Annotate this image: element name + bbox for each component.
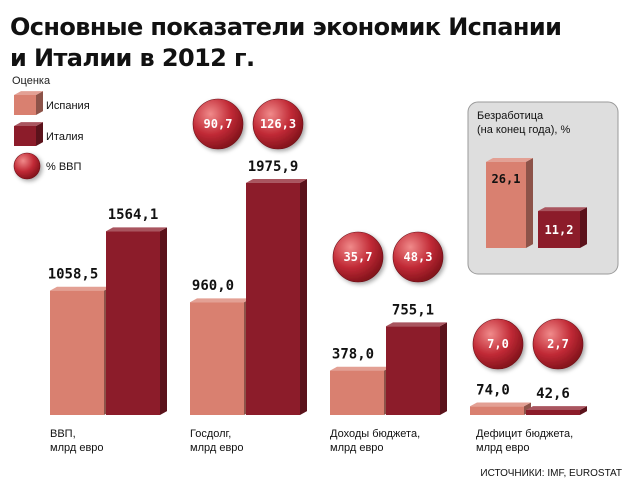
category-label-debt-2: млрд евро <box>190 442 244 454</box>
category-label-gdp-1: ВВП, <box>50 428 76 440</box>
bar-spain-debt-top <box>190 298 251 303</box>
gdp-bubble-spain-revenue <box>332 231 384 283</box>
unemployment-bar-spain-front <box>486 161 526 248</box>
legend-spain-swatch-side <box>36 91 43 115</box>
bar-spain-revenue-top <box>330 366 391 371</box>
bar-italy-revenue-side <box>440 322 447 415</box>
category-label-revenue-2: млрд евро <box>330 442 384 454</box>
unemployment-bar-italy-front <box>538 211 580 248</box>
legend-italy-swatch <box>14 122 43 146</box>
bar-italy-deficit-front <box>526 409 580 415</box>
category-label-revenue-1: Доходы бюджета, <box>330 428 420 440</box>
bar-spain-debt <box>190 298 251 415</box>
unemployment-bar-italy-side <box>580 207 587 248</box>
source-note: ИСТОЧНИКИ: IMF, EUROSTAT <box>480 468 622 479</box>
gdp-bubble-spain-deficit-label: 7,0 <box>487 337 509 351</box>
label-italy-deficit: 42,6 <box>536 386 570 402</box>
label-spain-debt: 960,0 <box>192 278 234 294</box>
bar-italy-debt-side <box>300 178 307 415</box>
bar-spain-deficit-front <box>470 406 524 415</box>
gdp-bubble-italy-deficit <box>532 318 584 370</box>
bar-italy-gdp <box>106 227 167 415</box>
bar-italy-debt-front <box>246 182 300 415</box>
bar-spain-gdp-front <box>50 290 104 415</box>
gdp-bubble-spain-deficit <box>472 318 524 370</box>
bar-italy-deficit-side <box>580 406 587 415</box>
bar-italy-revenue-top <box>386 322 447 327</box>
label-italy-revenue: 755,1 <box>392 302 434 318</box>
bar-spain-gdp <box>50 286 111 415</box>
category-label-gdp-2: млрд евро <box>50 442 104 454</box>
gdp-bubble-spain-revenue-label: 35,7 <box>344 250 373 264</box>
unemployment-label-italy: 11,2 <box>545 223 574 237</box>
unemployment-title-1: Безработица <box>477 110 544 122</box>
unemployment-bar-spain-top <box>486 158 533 162</box>
unemployment-bar-spain <box>486 158 533 248</box>
unemployment-bar-italy-top <box>538 207 587 212</box>
bar-italy-gdp-side <box>160 227 167 415</box>
label-italy-gdp: 1564,1 <box>108 207 159 223</box>
gdp-bubble-italy-debt-label: 126,3 <box>260 117 296 131</box>
legend-italy-label: Италия <box>46 131 84 143</box>
bar-spain-deficit <box>470 402 531 415</box>
bar-italy-debt <box>246 178 307 415</box>
bar-italy-deficit-top <box>526 406 587 410</box>
label-spain-deficit: 74,0 <box>476 382 510 398</box>
gdp-bubble-italy-debt <box>252 98 304 150</box>
legend-italy-swatch-front <box>14 126 36 146</box>
legend-spain-swatch <box>14 91 43 115</box>
bar-spain-revenue <box>330 366 391 415</box>
bar-italy-gdp-top <box>106 227 167 232</box>
legend-gdp-label: % ВВП <box>46 161 82 173</box>
category-label-debt-1: Госдолг, <box>190 428 231 440</box>
bar-italy-debt-top <box>246 178 307 183</box>
bar-italy-revenue-front <box>386 326 440 415</box>
gdp-bubble-italy-deficit-label: 2,7 <box>547 337 569 351</box>
bar-italy-gdp-front <box>106 231 160 415</box>
bar-spain-debt-front <box>190 302 244 415</box>
gdp-bubble-spain-debt <box>192 98 244 150</box>
category-label-deficit-2: млрд евро <box>476 442 530 454</box>
bar-italy-revenue <box>386 322 447 415</box>
gdp-bubble-spain-debt-label: 90,7 <box>204 117 233 131</box>
unemployment-bar-spain-side <box>526 158 533 248</box>
legend-spain-swatch-top <box>14 91 43 95</box>
legend-italy-swatch-side <box>36 122 43 146</box>
unemployment-label-spain: 26,1 <box>492 172 521 186</box>
bar-spain-revenue-front <box>330 370 384 415</box>
label-spain-gdp: 1058,5 <box>48 267 99 283</box>
legend-italy-swatch-top <box>14 122 43 126</box>
gdp-bubble-italy-revenue <box>392 231 444 283</box>
unemployment-bar-italy <box>538 207 587 248</box>
chart-title-line-1: Основные показатели экономик Испании <box>10 13 561 41</box>
bar-italy-deficit <box>526 406 587 415</box>
legend-gdp-swatch <box>13 152 41 180</box>
gdp-bubble-italy-revenue-label: 48,3 <box>404 250 433 264</box>
legend-spain-label: Испания <box>46 100 90 112</box>
legend-spain-swatch-front <box>14 95 36 115</box>
unemployment-title-2: (на конец года), % <box>477 124 570 136</box>
category-label-deficit-1: Дефицит бюджета, <box>476 428 573 440</box>
label-spain-revenue: 378,0 <box>332 347 374 363</box>
chart-subtitle: Оценка <box>12 75 51 87</box>
chart-title-line-2: и Италии в 2012 г. <box>10 44 254 72</box>
label-italy-debt: 1975,9 <box>248 159 299 175</box>
bar-spain-gdp-top <box>50 286 111 291</box>
bar-spain-deficit-top <box>470 402 531 407</box>
